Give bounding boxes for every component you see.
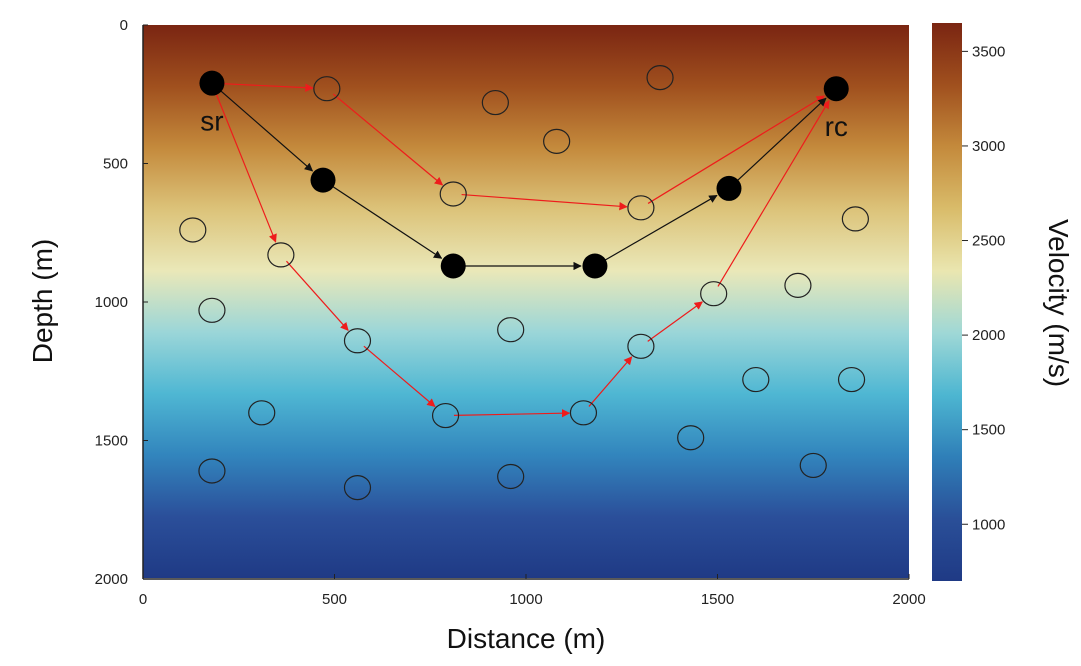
x-axis-title: Distance (m) [447, 623, 606, 654]
y-tick-label: 1000 [95, 294, 128, 311]
colorbar-tick-label: 3500 [972, 43, 1005, 60]
open-node [543, 128, 571, 154]
nodes [179, 65, 869, 501]
red-ray-segment [220, 82, 314, 92]
black-ray-segment [734, 97, 827, 184]
filled-node [440, 253, 466, 279]
open-node [343, 328, 372, 354]
red-ray-segment [647, 95, 825, 204]
colorbar-tick-label: 2500 [972, 233, 1005, 250]
open-node [497, 317, 525, 343]
open-node [179, 217, 207, 243]
y-tick-label: 0 [120, 17, 128, 34]
open-node [248, 400, 276, 426]
red-ray-segment [286, 260, 349, 331]
red-ray-segment [214, 90, 277, 243]
red-ray-segment [461, 193, 628, 211]
red-ray-segment [363, 345, 436, 408]
ray-paths [214, 82, 830, 418]
red-ray-segment [717, 100, 830, 287]
x-tick-label: 2000 [892, 591, 925, 608]
red-ray-segment [453, 409, 571, 418]
filled-node [582, 253, 608, 279]
open-node [497, 463, 525, 490]
node-label-rc: rc [825, 111, 848, 142]
open-node [439, 181, 467, 207]
colorbar-ticks: 1000 1500 2000 2500 3000 3500 [962, 43, 1005, 533]
open-node [677, 425, 705, 451]
open-node [784, 272, 812, 298]
open-node [837, 366, 866, 393]
red-ray-segment [332, 93, 444, 186]
open-node [313, 76, 341, 102]
x-tick-label: 500 [322, 591, 347, 608]
velocity-field [143, 25, 909, 578]
x-tick-label: 0 [139, 591, 147, 608]
open-node [627, 333, 655, 359]
open-node [799, 452, 827, 479]
filled-node [310, 167, 336, 193]
y-tick-label: 1500 [95, 433, 128, 450]
open-node [431, 402, 460, 429]
colorbar-tick-label: 2000 [972, 327, 1005, 344]
red-ray-segment [588, 356, 633, 407]
open-node [198, 458, 226, 484]
open-node [627, 195, 655, 221]
colorbar-tick-label: 3000 [972, 138, 1005, 155]
filled-node [199, 70, 225, 96]
y-tick-label: 500 [103, 156, 128, 173]
x-tick-label: 1000 [509, 591, 542, 608]
open-node [646, 65, 674, 91]
open-node [267, 242, 295, 268]
filled-node [823, 76, 849, 102]
colorbar-title: Velocity (m/s) [1043, 219, 1074, 387]
open-node [198, 297, 226, 323]
black-ray-segment [601, 194, 718, 263]
open-node [841, 206, 869, 232]
filled-node [716, 175, 742, 201]
open-node [569, 400, 598, 426]
colorbar-tick-label: 1000 [972, 516, 1005, 533]
black-ray-segment [217, 88, 314, 172]
node-labels: sr rc [200, 105, 848, 142]
open-node [700, 281, 728, 307]
colorbar [932, 23, 962, 581]
open-node [343, 474, 372, 501]
open-node [742, 366, 770, 393]
red-ray-segment [647, 301, 704, 342]
open-node [481, 89, 509, 116]
colorbar-tick-label: 1500 [972, 422, 1005, 439]
y-tick-label: 2000 [95, 571, 128, 588]
axis-ticks: 0 500 1000 1500 2000 0 500 1000 1500 2000 [95, 17, 926, 608]
x-tick-label: 1500 [701, 591, 734, 608]
black-ray-segment [329, 184, 443, 259]
node-label-sr: sr [200, 105, 223, 136]
y-axis-title: Depth (m) [27, 239, 58, 363]
